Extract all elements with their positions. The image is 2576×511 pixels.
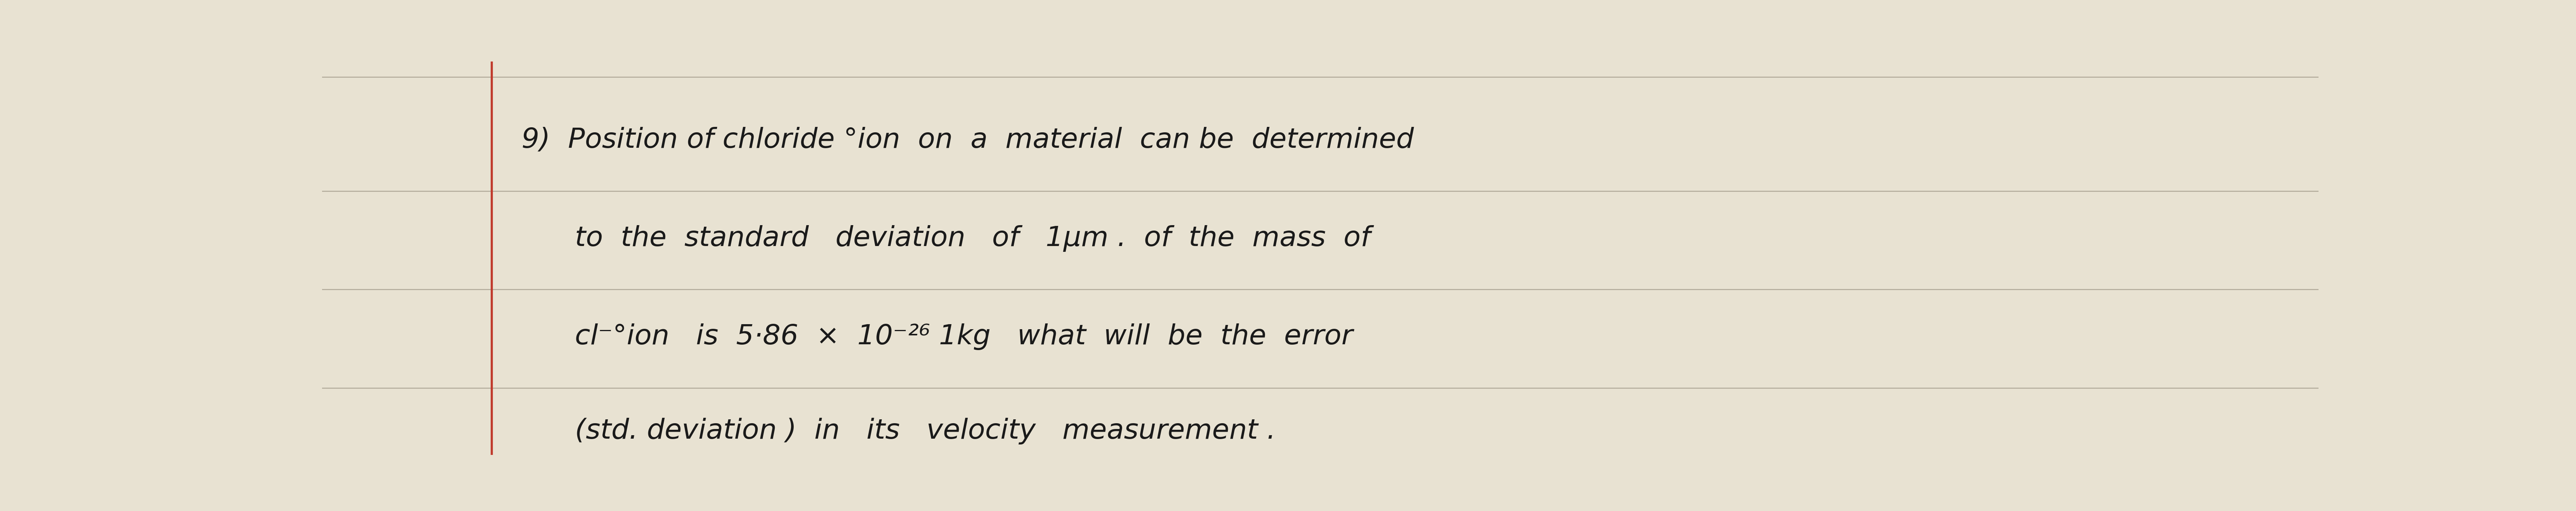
Text: cl⁻°ion   is  5·86  ×  10⁻²⁶ 1kg   what  will  be  the  error: cl⁻°ion is 5·86 × 10⁻²⁶ 1kg what will be… <box>520 323 1352 350</box>
Text: (std. deviation )  in   its   velocity   measurement .: (std. deviation ) in its velocity measur… <box>520 418 1275 445</box>
Text: to  the  standard   deviation   of   1μm .  of  the  mass  of: to the standard deviation of 1μm . of th… <box>520 225 1370 252</box>
Text: 9)  Position of chloride °ion  on  a  material  can be  determined: 9) Position of chloride °ion on a materi… <box>520 127 1414 153</box>
